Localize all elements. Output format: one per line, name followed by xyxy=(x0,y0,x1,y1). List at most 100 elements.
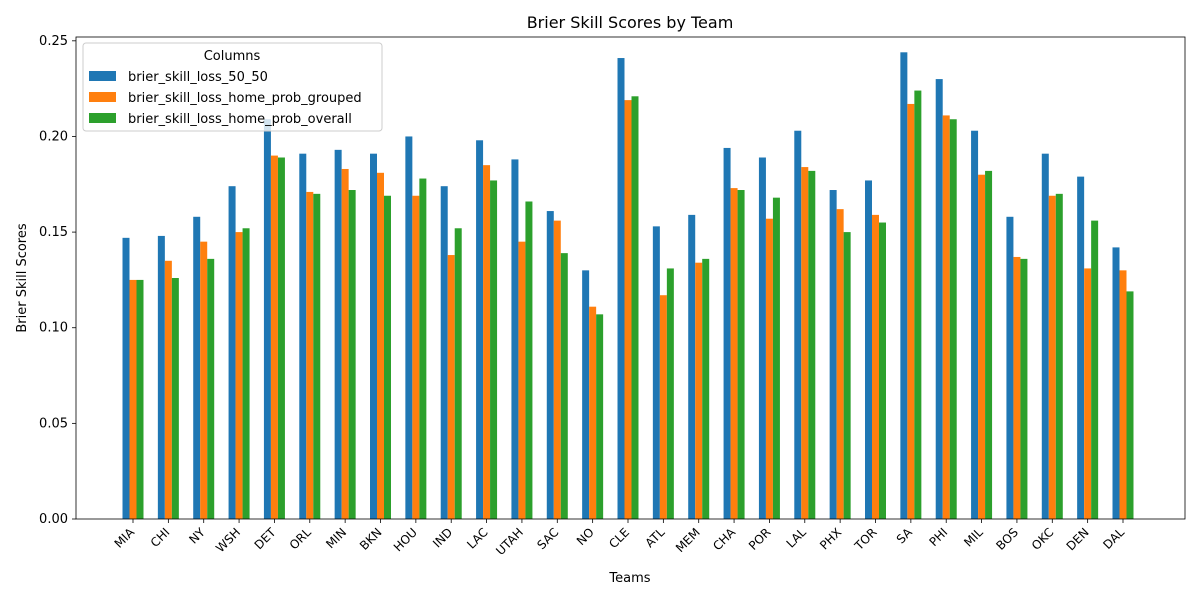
y-axis-label: Brier Skill Scores xyxy=(15,223,30,333)
x-tick-label-mil: MIL xyxy=(961,525,986,550)
bar-cha-series-2 xyxy=(737,190,745,519)
x-tick-label-cle: CLE xyxy=(606,525,632,551)
bar-lal-series-2 xyxy=(808,170,816,519)
bar-ind-series-2 xyxy=(454,228,462,519)
bar-okc-series-0 xyxy=(1041,153,1049,519)
legend-box xyxy=(82,42,383,132)
bar-phx-series-2 xyxy=(843,232,851,519)
bar-chi-series-0 xyxy=(157,235,165,519)
legend-label-1: brier_skill_loss_home_prob_grouped xyxy=(128,91,362,106)
bar-mil-series-2 xyxy=(985,170,993,519)
bar-cle-series-2 xyxy=(631,96,639,520)
bar-bkn-series-2 xyxy=(384,195,391,519)
bar-mem-series-2 xyxy=(702,258,710,519)
bar-tor-series-1 xyxy=(872,214,879,519)
bar-cle-series-1 xyxy=(624,100,632,519)
bar-bos-series-0 xyxy=(1006,216,1014,520)
bar-den-series-0 xyxy=(1077,176,1085,519)
bar-sac-series-2 xyxy=(560,253,568,519)
x-tick-label-mem: MEM xyxy=(673,525,703,555)
x-tick-label-sa: SA xyxy=(894,525,916,547)
y-tick-label: 0.15 xyxy=(39,225,68,240)
x-tick-label-cha: CHA xyxy=(710,525,739,554)
legend-swatch-0 xyxy=(89,71,116,81)
bar-hou-series-0 xyxy=(405,136,413,519)
bar-det-series-1 xyxy=(270,155,278,520)
legend-label-0: brier_skill_loss_50_50 xyxy=(128,70,268,85)
bar-mem-series-0 xyxy=(688,214,696,519)
y-tick-label: 0.20 xyxy=(39,129,68,144)
bar-hou-series-2 xyxy=(419,178,427,520)
bar-no-series-2 xyxy=(596,314,604,519)
bar-sa-series-1 xyxy=(907,103,915,519)
bar-det-series-2 xyxy=(277,157,285,519)
bar-okc-series-1 xyxy=(1048,195,1056,519)
x-tick-label-mia: MIA xyxy=(112,525,138,551)
bar-mil-series-0 xyxy=(971,130,979,519)
x-tick-label-okc: OKC xyxy=(1029,525,1057,553)
bar-cle-series-0 xyxy=(617,58,625,520)
bar-wsh-series-2 xyxy=(242,228,250,519)
bar-atl-series-1 xyxy=(659,295,667,519)
y-axis: 0.00 0.05 0.10 0.15 0.20 0.25 xyxy=(39,34,76,527)
bar-det-series-0 xyxy=(263,119,271,519)
x-axis-label: Teams xyxy=(608,571,650,586)
bar-den-series-2 xyxy=(1091,220,1099,519)
x-tick-label-phi: PHI xyxy=(926,525,950,549)
x-tick-label-det: DET xyxy=(252,525,279,552)
bar-wsh-series-0 xyxy=(228,186,236,519)
bar-chi-series-2 xyxy=(171,278,179,519)
bar-mem-series-1 xyxy=(695,262,703,519)
chart-title: Brier Skill Scores by Team xyxy=(527,13,734,32)
bar-lal-series-1 xyxy=(801,167,809,520)
x-tick-label-por: POR xyxy=(746,525,774,553)
x-tick-label-orl: ORL xyxy=(287,525,314,552)
bar-phx-series-1 xyxy=(836,209,844,519)
x-tick-label-den: DEN xyxy=(1064,525,1092,553)
bar-utah-series-0 xyxy=(511,159,519,519)
bar-lac-series-0 xyxy=(476,140,484,520)
bar-min-series-0 xyxy=(334,149,342,519)
x-tick-label-sac: SAC xyxy=(534,525,561,552)
bar-phx-series-0 xyxy=(829,190,837,519)
bar-no-series-1 xyxy=(589,306,597,519)
y-tick-label: 0.25 xyxy=(39,34,68,49)
bar-den-series-1 xyxy=(1084,268,1092,519)
x-tick-label-utah: UTAH xyxy=(493,525,526,558)
bar-orl-series-0 xyxy=(299,153,307,519)
bar-hou-series-1 xyxy=(412,195,420,519)
y-tick-label: 0.05 xyxy=(39,416,68,431)
bar-atl-series-0 xyxy=(652,226,660,519)
bar-lac-series-2 xyxy=(490,180,498,519)
x-tick-label-tor: TOR xyxy=(851,525,879,553)
bar-okc-series-2 xyxy=(1055,193,1063,520)
bar-orl-series-1 xyxy=(306,191,314,519)
bar-chi-series-1 xyxy=(164,260,172,519)
bar-orl-series-2 xyxy=(313,193,321,520)
bar-sac-series-0 xyxy=(546,211,554,520)
y-tick-label: 0.00 xyxy=(39,512,68,527)
x-tick-label-no: NO xyxy=(574,525,597,548)
bar-sa-series-2 xyxy=(914,90,922,520)
legend-swatch-2 xyxy=(89,113,116,123)
x-tick-label-dal: DAL xyxy=(1100,525,1127,552)
y-tick-label: 0.10 xyxy=(39,321,68,336)
bar-dal-series-0 xyxy=(1112,247,1120,519)
bar-lac-series-1 xyxy=(483,165,491,519)
legend-title: Columns xyxy=(204,49,261,64)
x-tick-label-phx: PHX xyxy=(817,525,844,552)
bar-dal-series-2 xyxy=(1126,291,1134,519)
bar-cha-series-1 xyxy=(730,188,738,519)
bar-ny-series-1 xyxy=(200,241,208,519)
bar-mia-series-0 xyxy=(122,237,130,520)
bar-utah-series-2 xyxy=(525,201,533,519)
bar-bos-series-2 xyxy=(1020,258,1028,519)
legend-label-2: brier_skill_loss_home_prob_overall xyxy=(128,112,352,127)
bar-utah-series-1 xyxy=(518,241,526,519)
bar-ind-series-1 xyxy=(447,255,455,520)
bar-mil-series-1 xyxy=(978,174,986,519)
x-tick-label-lac: LAC xyxy=(464,525,490,551)
x-tick-label-ind: IND xyxy=(430,525,455,550)
bar-no-series-0 xyxy=(582,270,590,519)
x-tick-label-lal: LAL xyxy=(784,525,810,551)
